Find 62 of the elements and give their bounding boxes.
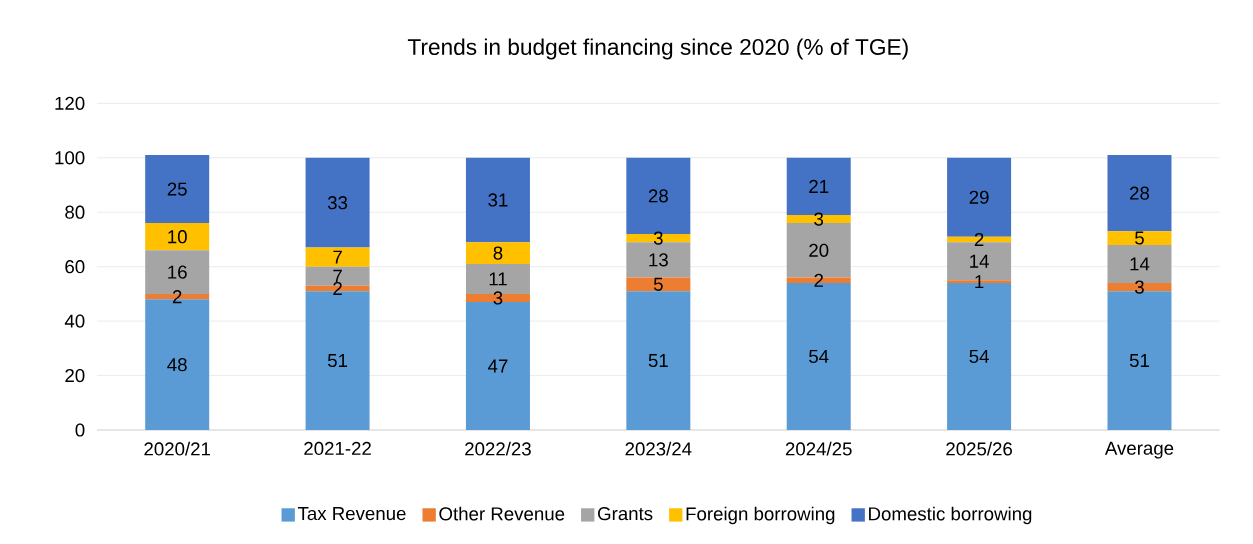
bar [1107, 231, 1172, 245]
data-label: 31 [488, 193, 508, 207]
legend-label: Domestic borrowing [869, 506, 1032, 525]
data-label: 13 [649, 253, 668, 267]
y-tick-label: 100 [55, 151, 85, 165]
data-label: 14 [1130, 257, 1150, 271]
bar [626, 277, 691, 292]
x-tick-label: 2022/23 [465, 441, 531, 456]
data-label: 7 [333, 250, 342, 264]
data-label: 25 [167, 182, 187, 196]
data-label: 5 [1135, 231, 1144, 245]
bar [465, 157, 530, 243]
chart-title: Trends in budget financing since 2020 (% of TGE) [407, 38, 908, 60]
bar [305, 157, 370, 248]
bar [1107, 155, 1172, 232]
data-label: 8 [493, 246, 503, 260]
bar [145, 223, 210, 251]
y-tick-label: 40 [64, 314, 85, 328]
data-label: 20 [809, 243, 829, 257]
y-tick-label: 0 [75, 423, 85, 437]
data-label: 10 [168, 230, 187, 244]
bar [465, 293, 530, 303]
data-label: 3 [814, 212, 824, 226]
y-tick-label: 80 [65, 205, 85, 219]
data-label: 16 [168, 265, 187, 279]
legend-label: Foreign borrowing [686, 506, 835, 525]
x-tick-label: 2020/21 [144, 441, 211, 456]
x-tick-label: 2021-22 [304, 441, 371, 456]
y-tick-label: 120 [55, 96, 85, 110]
x-tick-label: 2025/26 [946, 441, 1012, 456]
x-tick-label: 2024/25 [785, 441, 852, 456]
data-label: 51 [1129, 354, 1149, 368]
data-label: 54 [969, 349, 989, 364]
bar [465, 242, 530, 264]
bar [305, 247, 370, 267]
legend-label: Other Revenue [439, 506, 565, 521]
data-label: 47 [487, 359, 508, 373]
data-label: 5 [653, 277, 663, 291]
legend-label: Grants [598, 507, 653, 521]
data-label: 28 [648, 189, 668, 203]
data-label: 54 [809, 349, 829, 364]
y-tick-label: 20 [65, 368, 85, 383]
data-label: 29 [969, 190, 989, 204]
data-label: 51 [648, 354, 668, 368]
x-tick-label: 2023/24 [625, 441, 692, 456]
bar [626, 291, 691, 430]
bar [145, 155, 210, 224]
data-label: 33 [327, 196, 348, 210]
data-label: 51 [327, 354, 348, 368]
bar [786, 214, 851, 224]
data-label: 7 [333, 269, 342, 283]
data-label: 3 [1135, 280, 1144, 294]
data-label: 3 [493, 291, 503, 305]
y-tick-label: 60 [65, 260, 85, 274]
x-tick-label: Average [1104, 441, 1174, 459]
data-label: 11 [489, 272, 507, 286]
data-label: 3 [653, 231, 663, 245]
data-label: 14 [970, 254, 989, 268]
data-label: 48 [167, 358, 187, 372]
legend-label: Tax Revenue [297, 507, 406, 521]
data-label: 28 [1130, 186, 1150, 200]
data-label: 21 [809, 179, 829, 193]
